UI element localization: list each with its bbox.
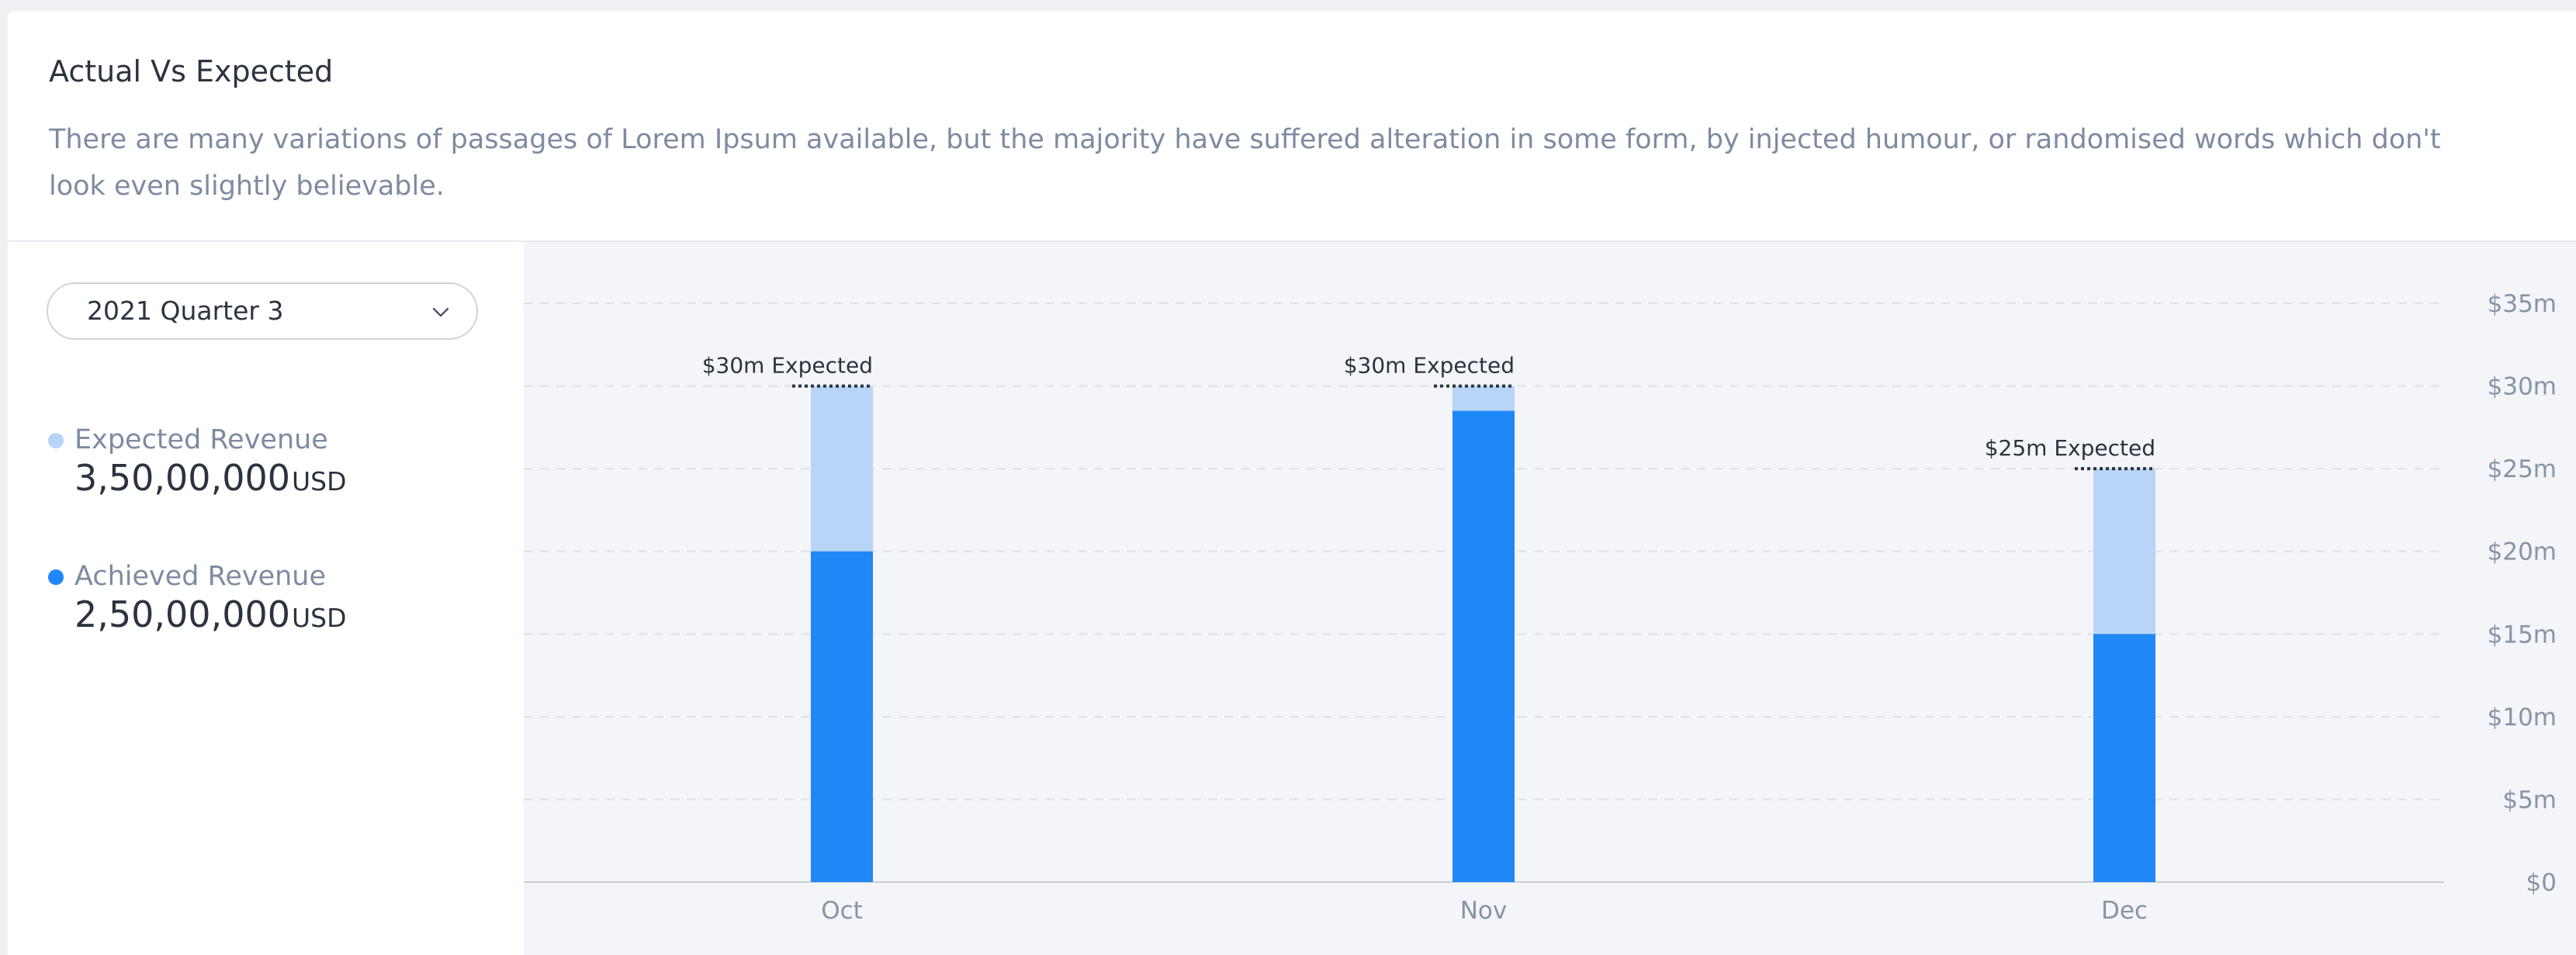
x-tick-label: Oct — [821, 897, 863, 925]
revenue-card: Actual Vs Expected There are many variat… — [8, 11, 2576, 955]
y-tick-label: $35m — [2488, 290, 2557, 318]
y-tick-label: $10m — [2488, 704, 2557, 732]
achieved-label: Achieved Revenue — [74, 561, 327, 592]
expected-unit: USD — [292, 466, 347, 497]
legend-achieved: Achieved Revenue 2,50,00,000USD — [48, 553, 483, 646]
y-tick-label: $25m — [2488, 455, 2557, 483]
achieved-unit: USD — [292, 603, 347, 633]
revenue-chart: $0 $5m $10m $15m $20m $25m $30m $35m $30m Expect… — [524, 290, 2557, 925]
card-header: Actual Vs Expected There are many variat… — [8, 11, 2576, 242]
achieved-bar — [1452, 410, 1515, 882]
achieved-bar — [2093, 634, 2155, 882]
expected-annotation: $30m Expected — [702, 353, 873, 379]
achieved-bar — [811, 551, 873, 882]
chevron-down-icon — [432, 307, 449, 317]
expected-dot — [48, 433, 64, 448]
achieved-amount: 2,50,00,000 — [74, 593, 290, 635]
period-select[interactable]: 2021 Quarter 3 — [47, 282, 478, 340]
y-tick-label: $30m — [2488, 373, 2557, 401]
card-description: There are many variations of passages of… — [49, 124, 2441, 202]
x-tick-label: Nov — [1460, 897, 1508, 925]
achieved-value: 2,50,00,000USD — [74, 593, 347, 635]
y-tick-label: $5m — [2502, 786, 2557, 814]
chart-area: $0 $5m $10m $15m $20m $25m $30m $35m $30m Expect… — [524, 242, 2576, 955]
period-select-value: 2021 Quarter 3 — [87, 296, 284, 326]
expected-annotation: $30m Expected — [1344, 353, 1515, 379]
card-title: Actual Vs Expected — [49, 54, 334, 88]
expected-label: Expected Revenue — [74, 424, 328, 455]
achieved-dot — [48, 569, 64, 585]
y-tick-label: $0 — [2526, 869, 2557, 897]
summary-panel: 2021 Quarter 3 Expected Revenue 3,50,00,… — [8, 242, 524, 955]
legend-expected: Expected Revenue 3,50,00,000USD — [48, 417, 483, 510]
expected-amount: 3,50,00,000 — [74, 457, 290, 499]
y-tick-label: $20m — [2488, 538, 2557, 566]
y-tick-label: $15m — [2488, 621, 2557, 649]
expected-annotation: $25m Expected — [1985, 435, 2155, 461]
x-tick-label: Dec — [2101, 897, 2148, 925]
expected-value: 3,50,00,000USD — [74, 457, 347, 499]
